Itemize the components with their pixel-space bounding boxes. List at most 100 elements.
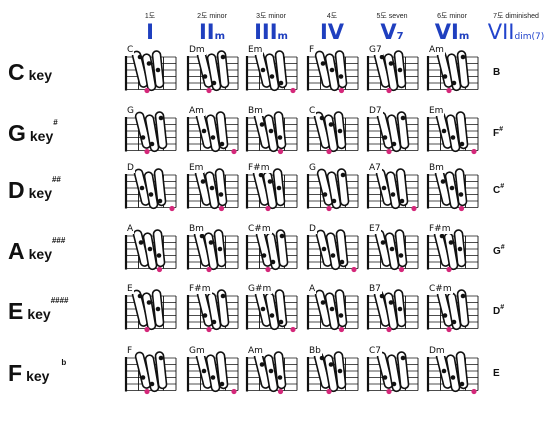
chord-fretboard [306,111,359,155]
finger-dot [391,381,397,387]
key-word: key [29,128,54,144]
key-word: key [28,67,52,83]
root-marker [277,388,284,395]
chord-fretboard [186,168,239,212]
chord-fretboard [306,229,359,273]
chord-diagram: Am [243,346,303,398]
root-marker [144,326,150,333]
finger-shape [154,111,168,150]
finger-dot [338,313,344,318]
chord-fretboard [245,289,298,333]
finger-dot [451,319,457,325]
finger-dot [330,253,336,258]
diminished-note: F# [493,126,513,139]
diminished-note-letter: D [493,306,501,317]
roman-numeral: IIIm [241,21,301,48]
chord-name: Em [247,45,264,55]
finger-dot [320,300,326,305]
finger-dot [381,185,387,191]
roman-numeral-text: I [146,20,154,44]
finger-dot [149,141,155,147]
chord-diagram: A [122,224,182,276]
key-letter: C [8,59,25,85]
chord-diagram: Bm [243,106,303,158]
roman-suffix: m [214,31,226,42]
finger-dot [278,80,284,86]
chord-name: Bb [308,346,322,356]
degree-number-label: 4도 [302,12,362,21]
finger-shape [323,354,339,393]
finger-shape [386,354,402,393]
chord-diagram: Bm [184,224,244,276]
finger-dot [329,306,335,312]
finger-dot [460,54,466,60]
finger-dot [338,74,344,79]
root-marker [265,266,271,273]
finger-dot [439,233,445,239]
finger-dot [201,128,207,134]
finger-dot [278,319,284,325]
finger-dot [457,246,463,252]
finger-dot [158,115,164,121]
finger-shape [206,53,222,92]
chord-fretboard [245,111,298,155]
root-marker [206,87,212,94]
roman-numeral-text: VI [434,20,459,44]
roman-suffix: m [277,31,288,42]
key-sharps: ## [51,175,61,184]
chord-name: G7 [368,45,383,55]
roman-numeral: VIm [422,21,482,48]
chord-diagram: G [122,106,182,158]
chord-name: C [126,45,135,55]
chord-diagram: Gm [184,346,244,398]
chord-fretboard [426,168,479,212]
roman-suffix: 7 [396,31,404,42]
finger-dot [211,80,217,86]
chord-name: C7 [368,346,383,356]
roman-numeral-text: V [380,20,397,44]
finger-dot [451,80,457,86]
chord-diagram: Bm [424,163,484,215]
chord-name: B7 [368,284,382,294]
finger-dot [277,135,283,140]
finger-dot [261,253,267,258]
roman-numeral-text: VII [487,20,515,44]
finger-dot [268,368,274,374]
diminished-note-letter: B [493,67,501,78]
finger-dot [440,179,446,184]
finger-shape [445,354,461,393]
finger-dot [379,54,385,60]
finger-dot [218,192,224,197]
finger-dot [199,233,205,239]
finger-dot [209,185,215,191]
finger-dot [137,54,143,60]
degree-number-label: 2도 minor [182,12,242,21]
chord-diagram: E7 [364,224,424,276]
finger-dot [400,115,406,121]
key-word: key [27,306,51,322]
chord-diagram: D7 [364,106,424,158]
finger-shape [326,171,342,210]
chord-diagram: F#m [424,224,484,276]
finger-dot [140,135,146,140]
chord-diagram: C [304,106,364,158]
finger-shape [274,289,288,328]
diminished-note-sharp: # [500,304,505,311]
chord-diagram: G [304,163,364,215]
root-marker [290,326,296,333]
root-marker [458,205,465,212]
finger-dot [260,306,266,312]
chord-diagram: Am [184,106,244,158]
root-marker [265,205,271,212]
chord-fretboard [186,50,239,94]
finger-dot [397,67,403,73]
finger-shape [396,351,410,390]
finger-dot [450,375,456,380]
diminished-note-sharp: # [499,126,504,133]
finger-shape [455,111,469,150]
finger-dot [155,306,161,312]
degree-number-label: 5도 seven [362,12,422,21]
chord-diagram: D [122,163,182,215]
finger-dot [156,253,162,258]
chord-name: D [308,224,317,234]
